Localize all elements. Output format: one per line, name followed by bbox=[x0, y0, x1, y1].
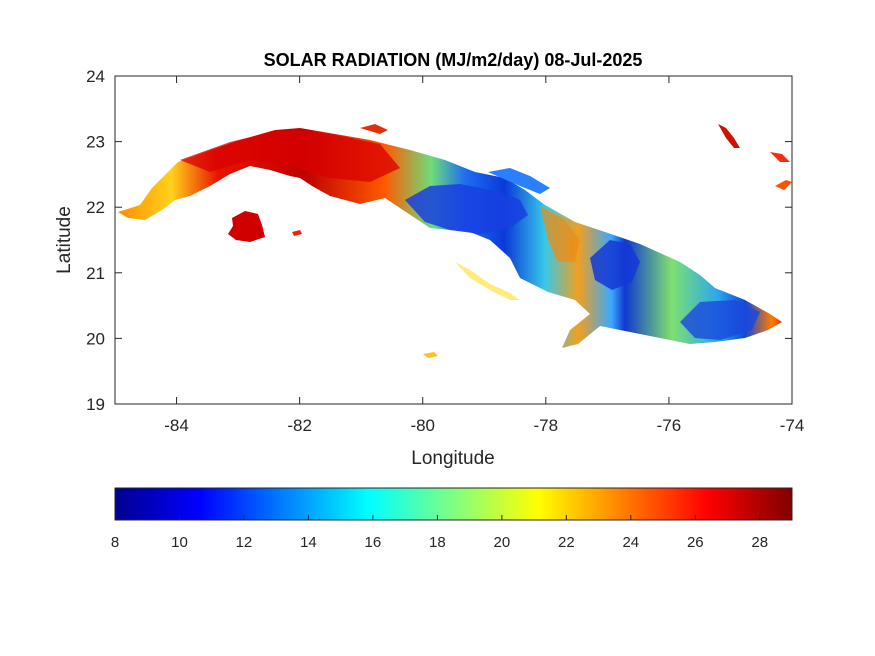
heatmap-layer bbox=[118, 124, 792, 358]
x-tick-label: -76 bbox=[657, 416, 682, 435]
x-axis-ticks: -84 -82 -80 -78 -76 -74 bbox=[164, 76, 804, 435]
cays-far-east-3 bbox=[775, 180, 792, 190]
x-tick-label: -78 bbox=[534, 416, 559, 435]
y-tick-label: 21 bbox=[86, 264, 105, 283]
cays-north-central bbox=[360, 124, 388, 134]
colorbar-tick-label: 18 bbox=[429, 534, 446, 551]
y-axis-label: Latitude bbox=[54, 206, 75, 274]
colorbar-tick-label: 22 bbox=[558, 534, 575, 551]
y-tick-label: 24 bbox=[86, 67, 105, 86]
colorbar-tick-label: 12 bbox=[236, 534, 253, 551]
cays-far-east-2 bbox=[770, 152, 790, 162]
y-tick-label: 19 bbox=[86, 395, 105, 414]
low-radiation-core-east bbox=[590, 240, 640, 290]
colorbar-tick-label: 14 bbox=[300, 534, 317, 551]
x-tick-label: -82 bbox=[287, 416, 312, 435]
colorbar-tick-label: 16 bbox=[365, 534, 382, 551]
cays-south bbox=[423, 352, 438, 358]
cays-south-central bbox=[455, 262, 520, 300]
colorbar-tick-label: 26 bbox=[687, 534, 704, 551]
chart-title: SOLAR RADIATION (MJ/m2/day) 08-Jul-2025 bbox=[264, 50, 643, 70]
cays-north-east bbox=[488, 168, 550, 194]
colorbar-tick-label: 24 bbox=[622, 534, 639, 551]
y-axis-ticks: 19 20 21 22 23 24 bbox=[86, 67, 792, 414]
colorbar-tick-label: 20 bbox=[494, 534, 511, 551]
colorbar-tick-label: 28 bbox=[751, 534, 768, 551]
x-axis-label: Longitude bbox=[411, 448, 494, 469]
y-tick-label: 23 bbox=[86, 133, 105, 152]
colorbar-ticks: 8 10 12 14 16 18 20 22 24 26 28 bbox=[111, 515, 768, 551]
y-tick-label: 22 bbox=[86, 198, 105, 217]
x-tick-label: -80 bbox=[410, 416, 435, 435]
cays-far-east-1 bbox=[718, 124, 740, 148]
x-tick-label: -84 bbox=[164, 416, 189, 435]
plot-area bbox=[114, 75, 793, 405]
cuba-main-island bbox=[118, 128, 782, 348]
cays-southwest bbox=[292, 230, 302, 236]
low-radiation-core-southeast bbox=[680, 300, 760, 340]
x-tick-label: -74 bbox=[780, 416, 805, 435]
y-tick-label: 20 bbox=[86, 329, 105, 348]
high-radiation-band-west bbox=[180, 130, 400, 182]
colorbar-tick-label: 10 bbox=[171, 534, 188, 551]
low-radiation-core-central bbox=[405, 184, 528, 234]
isla-de-la-juventud bbox=[228, 211, 265, 242]
high-radiation-band-central bbox=[540, 206, 580, 262]
colorbar bbox=[114, 487, 793, 521]
colorbar-tick-label: 8 bbox=[111, 534, 119, 551]
